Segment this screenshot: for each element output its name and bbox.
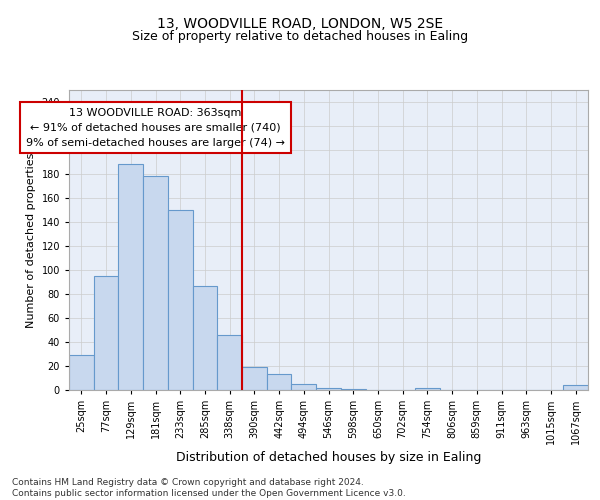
Bar bbox=[415, 388, 440, 390]
Bar bbox=[168, 210, 193, 390]
Y-axis label: Number of detached properties: Number of detached properties bbox=[26, 152, 36, 328]
Bar bbox=[217, 335, 242, 390]
Bar bbox=[118, 164, 143, 390]
Bar bbox=[143, 176, 168, 390]
Bar bbox=[193, 286, 217, 390]
Bar bbox=[94, 276, 118, 390]
Bar bbox=[292, 384, 316, 390]
Text: 13 WOODVILLE ROAD: 363sqm
← 91% of detached houses are smaller (740)
9% of semi-: 13 WOODVILLE ROAD: 363sqm ← 91% of detac… bbox=[26, 108, 285, 148]
Bar bbox=[341, 389, 365, 390]
Text: Size of property relative to detached houses in Ealing: Size of property relative to detached ho… bbox=[132, 30, 468, 43]
Bar bbox=[316, 388, 341, 390]
Bar bbox=[69, 355, 94, 390]
X-axis label: Distribution of detached houses by size in Ealing: Distribution of detached houses by size … bbox=[176, 452, 481, 464]
Text: 13, WOODVILLE ROAD, LONDON, W5 2SE: 13, WOODVILLE ROAD, LONDON, W5 2SE bbox=[157, 18, 443, 32]
Bar bbox=[563, 385, 588, 390]
Bar bbox=[267, 374, 292, 390]
Bar bbox=[242, 367, 267, 390]
Text: Contains HM Land Registry data © Crown copyright and database right 2024.
Contai: Contains HM Land Registry data © Crown c… bbox=[12, 478, 406, 498]
